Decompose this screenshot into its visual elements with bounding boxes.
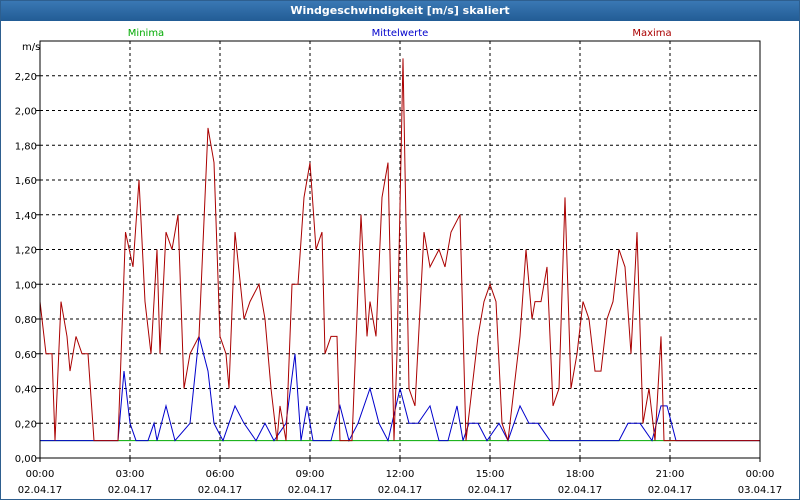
window-title: Windgeschwindigkeit [m/s] skaliert bbox=[1, 1, 799, 21]
x-tick-time: 00:00 bbox=[26, 469, 55, 480]
y-axis-label: m/s bbox=[22, 42, 40, 53]
x-tick-date: 02.04.17 bbox=[558, 485, 603, 496]
x-tick-date: 02.04.17 bbox=[468, 485, 513, 496]
y-tick-label: 2,00 bbox=[15, 107, 37, 118]
x-tick-time: 06:00 bbox=[206, 469, 235, 480]
legend-minima: Minima bbox=[128, 28, 164, 39]
series-lines bbox=[39, 58, 760, 443]
y-tick-label: 0,20 bbox=[15, 419, 37, 430]
y-tick-label: 0,60 bbox=[15, 350, 37, 361]
x-tick-date: 02.04.17 bbox=[378, 485, 423, 496]
y-tick-label: 1,60 bbox=[15, 176, 37, 187]
grid-lines bbox=[40, 41, 760, 458]
x-tick-date: 02.04.17 bbox=[18, 485, 63, 496]
x-tick-time: 15:00 bbox=[476, 469, 505, 480]
y-tick-label: 1,20 bbox=[15, 246, 37, 257]
x-tick-time: 12:00 bbox=[386, 469, 415, 480]
legend-maxima: Maxima bbox=[632, 28, 671, 39]
y-tick-label: 1,40 bbox=[15, 211, 37, 222]
series-line-maxima bbox=[39, 58, 760, 442]
y-tick-label: 0,80 bbox=[15, 315, 37, 326]
x-tick-time: 18:00 bbox=[566, 469, 595, 480]
y-tick-label: 1,00 bbox=[15, 280, 37, 291]
plot-frame bbox=[39, 40, 761, 459]
y-tick-label: 0,40 bbox=[15, 385, 37, 396]
y-tick-label: 0,00 bbox=[15, 454, 37, 465]
y-tick-label: 1,80 bbox=[15, 141, 37, 152]
x-tick-time: 00:00 bbox=[746, 469, 775, 480]
x-tick-date: 02.04.17 bbox=[648, 485, 693, 496]
x-tick-date: 02.04.17 bbox=[108, 485, 153, 496]
series-line-mittelwerte bbox=[40, 336, 760, 443]
x-tick-time: 09:00 bbox=[296, 469, 325, 480]
y-tick-label: 2,20 bbox=[15, 72, 37, 83]
y-axis-ticks: 0,00 0,20 0,40 0,60 0,80 1,00 1,20 1,40 1,60 1,80… bbox=[15, 72, 40, 465]
x-tick-time: 03:00 bbox=[116, 469, 145, 480]
x-tick-date: 03.04.17 bbox=[738, 485, 783, 496]
x-axis-ticks: 00:00 02.04.17 03:00 02.04.17 06:00 02.04.17 0… bbox=[18, 458, 783, 496]
x-tick-time: 21:00 bbox=[656, 469, 685, 480]
x-tick-date: 02.04.17 bbox=[198, 485, 243, 496]
x-tick-date: 02.04.17 bbox=[288, 485, 333, 496]
legend-mittelwerte: Mittelwerte bbox=[372, 28, 429, 39]
